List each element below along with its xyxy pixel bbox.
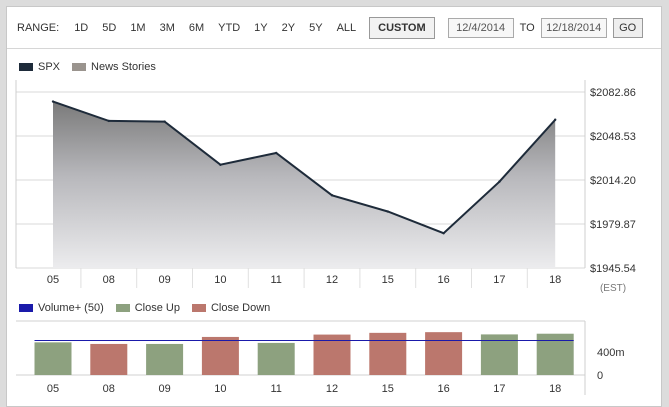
price-y-tick: $2048.53 (590, 131, 636, 143)
to-date-input[interactable] (540, 17, 607, 38)
legend-news-label: News Stories (91, 61, 156, 73)
legend-spx[interactable]: SPX (19, 61, 60, 73)
legend-close-down-label: Close Down (210, 302, 271, 314)
close-down-swatch (191, 304, 206, 312)
volume-x-tick: 08 (103, 383, 115, 395)
volume-bar (90, 343, 128, 375)
legend-close-down[interactable]: Close Down (191, 302, 271, 314)
volume-x-tick: 16 (437, 383, 449, 395)
spx-point (219, 163, 222, 166)
timezone-label: (EST) (600, 283, 626, 294)
price-legend: SPX News Stories (19, 61, 168, 73)
legend-volume[interactable]: Volume+ (50) (19, 302, 104, 314)
volume-x-tick: 18 (549, 383, 561, 395)
volume-bar (369, 332, 407, 375)
price-y-tick: $1945.54 (590, 263, 636, 275)
spx-chart: $2082.86 $2048.53 $2014.20 $1979.87 $1945.54… (15, 80, 636, 395)
price-y-tick: $2014.20 (590, 175, 636, 187)
volume-plot: 400m 0 05 08 09 10 11 12 15 16 17 18 (16, 320, 625, 395)
volume-y-tick: 400m (597, 347, 625, 359)
volume-x-tick: 05 (47, 383, 59, 395)
price-y-tick: $1979.87 (590, 219, 636, 231)
spx-point (386, 210, 389, 213)
range-label: RANGE: (17, 21, 60, 34)
volume-swatch (19, 304, 33, 312)
price-x-tick: 16 (437, 274, 449, 286)
range-button-6m[interactable]: 6M (188, 21, 205, 34)
spx-point (107, 119, 111, 123)
price-x-tick: 17 (493, 274, 505, 286)
volume-bar (34, 342, 72, 375)
volume-legend: Volume+ (50) Close Up Close Down (19, 302, 282, 314)
range-button-all[interactable]: ALL (336, 21, 357, 34)
price-x-tick: 08 (103, 274, 115, 286)
price-plot: $2082.86 $2048.53 $2014.20 $1979.87 $1945.54… (15, 80, 636, 294)
range-button-2y[interactable]: 2Y (281, 21, 296, 34)
spx-line (52, 100, 556, 235)
spx-point (330, 194, 334, 197)
spx-point (275, 151, 278, 155)
volume-bar (536, 333, 574, 375)
legend-volume-label: Volume+ (50) (38, 302, 104, 314)
chart-panel: RANGE: 1D 5D 1M 3M 6M YTD 1Y 2Y 5Y ALL C… (6, 6, 662, 407)
range-button-ytd[interactable]: YTD (218, 21, 241, 34)
range-button-1m[interactable]: 1M (130, 21, 146, 34)
volume-x-tick: 11 (270, 383, 281, 395)
volume-bar (257, 342, 295, 375)
range-button-custom[interactable]: CUSTOM (369, 16, 435, 39)
spx-point (51, 100, 55, 103)
volume-bar (425, 332, 463, 375)
spx-point (163, 120, 166, 123)
price-x-tick: 10 (214, 274, 226, 286)
price-x-tick: 11 (270, 274, 281, 286)
legend-close-up[interactable]: Close Up (115, 302, 180, 314)
legend-close-up-label: Close Up (134, 302, 180, 314)
spx-point (554, 118, 557, 121)
volume-x-tick: 09 (158, 383, 170, 395)
volume-bar (146, 343, 184, 375)
legend-spx-label: SPX (38, 61, 61, 73)
volume-x-tick: 17 (493, 383, 505, 395)
price-x-tick: 18 (549, 274, 561, 286)
price-y-tick: $2082.86 (590, 87, 636, 99)
spx-point (498, 180, 501, 183)
news-swatch (72, 63, 87, 71)
spx-point (442, 231, 445, 235)
close-up-swatch (115, 304, 130, 312)
range-button-1y[interactable]: 1Y (254, 21, 268, 34)
range-button-5y[interactable]: 5Y (309, 21, 323, 34)
volume-x-tick: 10 (214, 383, 226, 395)
price-x-tick: 09 (158, 274, 170, 286)
price-x-tick: 12 (326, 274, 338, 286)
range-button-5d[interactable]: 5D (102, 21, 117, 34)
range-button-3m[interactable]: 3M (159, 21, 175, 34)
to-label: TO (519, 21, 535, 34)
volume-y-tick: 0 (597, 370, 603, 382)
volume-bar (480, 334, 518, 375)
legend-news[interactable]: News Stories (72, 61, 156, 73)
volume-bar (201, 336, 239, 375)
from-date-input[interactable] (447, 17, 514, 38)
spx-area (53, 101, 556, 268)
spx-swatch (19, 63, 33, 71)
price-x-tick: 05 (47, 274, 59, 286)
volume-bar (313, 334, 351, 375)
range-toolbar: RANGE: 1D 5D 1M 3M 6M YTD 1Y 2Y 5Y ALL C… (7, 7, 661, 49)
volume-x-tick: 12 (326, 383, 338, 395)
go-button[interactable]: GO (612, 17, 643, 38)
range-button-1d[interactable]: 1D (74, 21, 89, 34)
volume-x-tick: 15 (382, 383, 394, 395)
price-x-tick: 15 (382, 274, 394, 286)
